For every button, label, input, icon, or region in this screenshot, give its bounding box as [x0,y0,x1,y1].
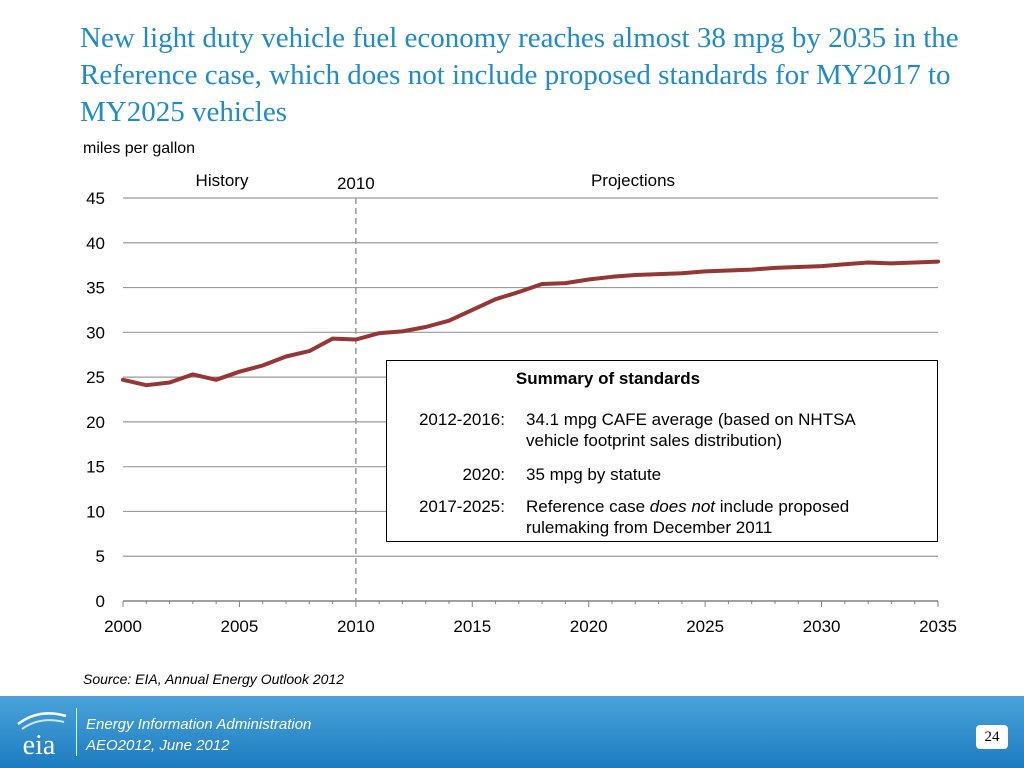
y-axis-ticks: 0 5 10 15 20 25 30 35 40 45 [86,189,105,611]
summary-desc-post: include proposed [715,497,850,516]
summary-description: Reference case does not include proposed… [526,496,926,538]
y-tick-label: 5 [96,547,105,566]
data-point [494,297,498,301]
footer-publication: AEO2012, June 2012 [86,737,230,754]
summary-of-standards-box: Summary of standards 2012-2016: 34.1 mpg… [386,360,938,542]
x-axis: 2000 2005 2010 2015 2020 2025 2030 2035 [104,600,957,636]
data-point [400,329,404,333]
data-point [354,337,358,341]
x-tick-label: 2015 [453,617,491,636]
data-point [680,271,684,275]
data-point [750,268,754,272]
data-point [587,277,591,281]
data-point [470,308,474,312]
divider-year-label: 2010 [337,174,375,193]
data-point [633,273,637,277]
y-tick-label: 0 [96,592,105,611]
fuel-economy-line [121,259,940,388]
y-tick-label: 30 [86,323,105,342]
logo-arc-icon [17,712,67,726]
data-point [424,325,428,329]
data-point [913,260,917,264]
summary-description: 35 mpg by statute [526,465,662,484]
data-point [284,355,288,359]
data-point [773,266,777,270]
summary-desc-line1: 34.1 mpg CAFE average (based on NHTSA [526,410,856,429]
y-tick-label: 10 [86,502,105,521]
x-tick-label: 2025 [686,617,724,636]
y-tick-label: 45 [86,189,105,208]
summary-desc-line2: rulemaking from December 2011 [526,518,773,537]
footer-divider [76,708,77,756]
data-point [447,319,451,323]
summary-desc-line2: vehicle footprint sales distribution) [526,431,783,450]
data-point [261,363,265,367]
data-point [331,337,335,341]
data-point [796,265,800,269]
summary-period: 2020: [462,465,505,484]
x-tick-label: 2005 [221,617,259,636]
slide-title: New light duty vehicle fuel economy reac… [80,22,959,128]
data-point [936,260,940,264]
data-point [307,349,311,353]
x-tick-label: 2035 [919,617,957,636]
data-point [843,262,847,266]
summary-period: 2017-2025: [418,497,505,516]
eia-logo: eia [17,712,67,760]
summary-description: 34.1 mpg CAFE average (based on NHTSA ve… [526,409,926,451]
data-point [237,370,241,374]
source-note: Source: EIA, Annual Energy Outlook 2012 [83,671,344,687]
data-point [610,275,614,279]
page-number: 24 [976,725,1008,749]
data-point [726,269,730,273]
y-tick-label: 35 [86,279,105,298]
data-point [517,290,521,294]
summary-desc-pre: Reference case [526,497,650,516]
logo-arc-icon [21,719,65,730]
data-point [168,380,172,384]
data-point [540,282,544,286]
y-tick-label: 20 [86,413,105,432]
data-points [121,260,940,387]
data-point [657,272,661,276]
footer-bar: eia Energy Information Administration AE… [0,696,1024,768]
x-tick-label: 2000 [104,617,142,636]
data-point [889,261,893,265]
data-point [703,269,707,273]
summary-desc-emphasis: does not [649,497,716,516]
summary-period: 2012-2016: [418,410,505,429]
data-point [563,281,567,285]
data-point [121,378,125,382]
footer-organization: Energy Information Administration [86,716,312,733]
data-point [214,378,218,382]
data-point [191,372,195,376]
projections-label: Projections [591,171,675,190]
x-tick-label: 2010 [337,617,375,636]
summary-title: Summary of standards [515,369,701,388]
logo-text: eia [23,730,56,760]
y-tick-label: 40 [86,234,105,253]
y-axis-label: miles per gallon [83,140,195,157]
y-tick-label: 15 [86,458,105,477]
data-point [377,331,381,335]
data-point [820,264,824,268]
data-point [144,383,148,387]
x-tick-label: 2030 [803,617,841,636]
y-tick-label: 25 [86,368,105,387]
history-label: History [196,171,249,190]
data-point [866,260,870,264]
x-tick-label: 2020 [570,617,608,636]
